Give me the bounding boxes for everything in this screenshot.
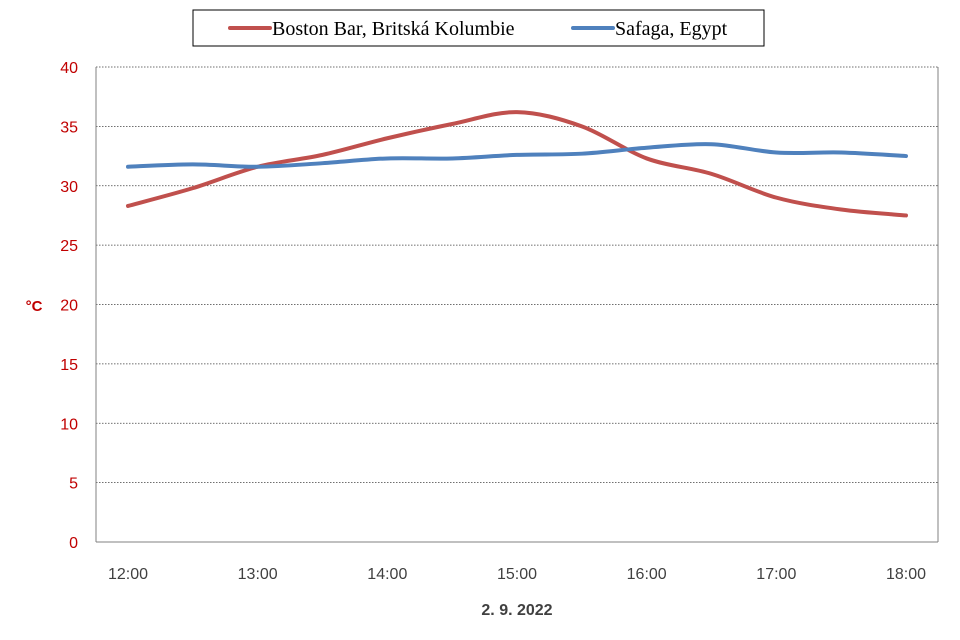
x-tick-label: 14:00: [367, 566, 407, 583]
x-tick-label: 18:00: [886, 566, 926, 583]
y-tick-label: 15: [60, 357, 78, 374]
y-tick-label: 40: [60, 60, 78, 77]
x-axis-label: 2. 9. 2022: [481, 602, 552, 619]
y-tick-label: 25: [60, 238, 78, 255]
x-tick-label: 12:00: [108, 566, 148, 583]
y-tick-label: 20: [60, 298, 78, 315]
legend-box: [192, 9, 765, 47]
y-tick-labels: 0 5 10 15 20 25 30 35 40: [60, 60, 78, 552]
series-line-0: [126, 110, 908, 218]
series-lines: [126, 110, 908, 218]
y-tick-label: 0: [69, 535, 78, 552]
legend-label-safaga: Safaga, Egypt: [615, 18, 728, 40]
y-tick-label: 10: [60, 416, 78, 433]
y-tick-label: 30: [60, 179, 78, 196]
x-tick-labels: 12:00 13:00 14:00 15:00 16:00 17:00 18:00: [108, 566, 926, 583]
y-tick-label: 35: [60, 119, 78, 136]
series-line-1: [126, 142, 908, 169]
axes: [95, 67, 939, 543]
legend: Boston Bar, Britská Kolumbie Safaga, Egy…: [192, 9, 765, 47]
x-tick-label: 13:00: [238, 566, 278, 583]
y-tick-label: 5: [69, 476, 78, 493]
x-tick-label: 16:00: [627, 566, 667, 583]
x-tick-label: 17:00: [756, 566, 796, 583]
x-tick-label: 15:00: [497, 566, 537, 583]
grid: [96, 66, 938, 484]
y-axis-label: °C: [26, 298, 43, 315]
legend-label-boston-bar: Boston Bar, Britská Kolumbie: [272, 18, 515, 40]
